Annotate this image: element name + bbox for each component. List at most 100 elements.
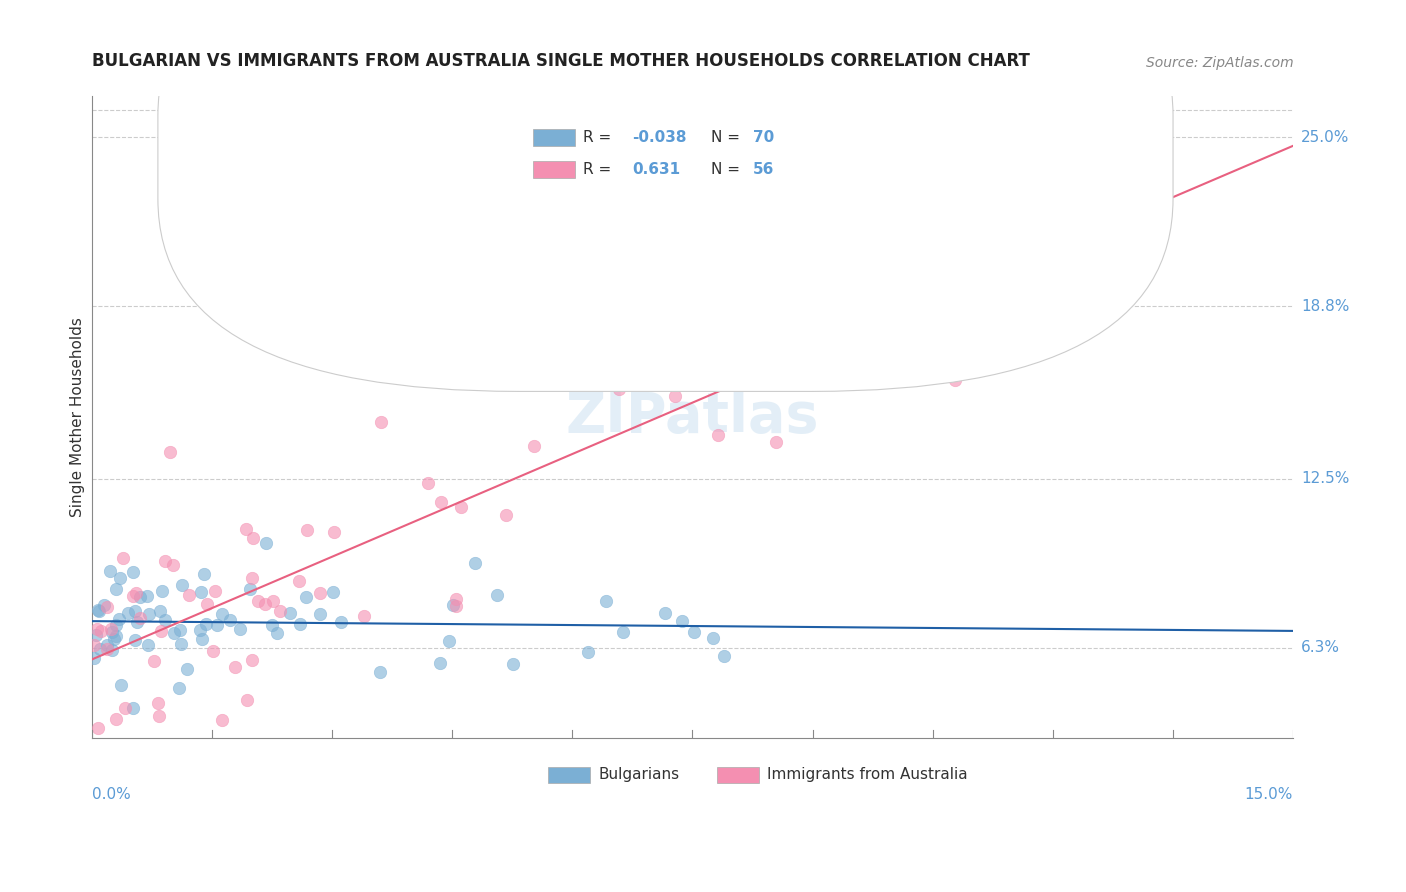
- Point: [150, 583, 173, 598]
- Point: [322, 585, 344, 599]
- Text: 18.8%: 18.8%: [1301, 299, 1350, 314]
- Point: [188, 623, 211, 637]
- Point: [162, 558, 184, 572]
- Point: [96, 638, 118, 652]
- Point: [105, 582, 128, 597]
- Point: [260, 617, 283, 632]
- Point: [93, 599, 115, 613]
- Point: [239, 582, 262, 597]
- Bar: [717, 767, 759, 783]
- Point: [485, 588, 508, 602]
- Point: [235, 522, 257, 536]
- Text: ZIPatlas: ZIPatlas: [565, 390, 820, 444]
- Point: [329, 615, 352, 629]
- Point: [697, 336, 720, 351]
- Point: [523, 439, 546, 453]
- Point: [153, 613, 176, 627]
- Point: [87, 721, 110, 735]
- Point: [103, 632, 125, 647]
- Point: [416, 476, 439, 491]
- Text: 12.5%: 12.5%: [1301, 471, 1350, 486]
- Point: [323, 525, 346, 540]
- Point: [219, 613, 242, 627]
- Point: [450, 500, 472, 514]
- Point: [278, 606, 301, 620]
- Point: [242, 571, 264, 585]
- Point: [100, 622, 122, 636]
- Point: [269, 604, 291, 618]
- Point: [945, 373, 967, 387]
- Text: R =: R =: [583, 129, 616, 145]
- Point: [117, 606, 139, 620]
- Point: [135, 589, 157, 603]
- Text: 25.0%: 25.0%: [1301, 129, 1350, 145]
- Point: [702, 631, 724, 645]
- Point: [149, 604, 172, 618]
- Text: N =: N =: [710, 161, 744, 177]
- Point: [664, 389, 686, 403]
- Point: [607, 382, 630, 396]
- Point: [104, 712, 127, 726]
- Text: R =: R =: [583, 161, 616, 177]
- Point: [170, 637, 193, 651]
- Text: 0.0%: 0.0%: [91, 788, 131, 802]
- Point: [169, 624, 191, 638]
- Point: [124, 632, 146, 647]
- Point: [86, 603, 108, 617]
- Point: [207, 618, 229, 632]
- Point: [87, 604, 110, 618]
- Point: [242, 531, 264, 545]
- Point: [718, 138, 741, 153]
- Point: [125, 586, 148, 600]
- Point: [295, 590, 318, 604]
- Text: Bulgarians: Bulgarians: [599, 767, 681, 782]
- Point: [96, 600, 118, 615]
- Point: [745, 346, 768, 360]
- Point: [149, 624, 172, 638]
- Point: [172, 578, 194, 592]
- Text: -0.038: -0.038: [633, 129, 688, 145]
- Text: 15.0%: 15.0%: [1244, 788, 1294, 802]
- Text: Source: ZipAtlas.com: Source: ZipAtlas.com: [1146, 56, 1294, 70]
- Bar: [533, 128, 575, 146]
- Bar: [533, 161, 575, 178]
- Point: [464, 556, 486, 570]
- Point: [211, 607, 233, 622]
- Point: [224, 660, 246, 674]
- Point: [430, 495, 453, 509]
- Point: [98, 564, 121, 578]
- Point: [128, 611, 150, 625]
- Point: [128, 590, 150, 604]
- Point: [190, 585, 212, 599]
- Point: [125, 615, 148, 630]
- Point: [142, 654, 165, 668]
- Point: [146, 696, 169, 710]
- Point: [193, 567, 215, 582]
- Point: [495, 508, 517, 523]
- Point: [138, 607, 160, 621]
- Point: [86, 622, 108, 636]
- Point: [443, 598, 465, 612]
- Point: [136, 638, 159, 652]
- Point: [437, 634, 460, 648]
- Point: [194, 617, 217, 632]
- Text: BULGARIAN VS IMMIGRANTS FROM AUSTRALIA SINGLE MOTHER HOUSEHOLDS CORRELATION CHAR: BULGARIAN VS IMMIGRANTS FROM AUSTRALIA S…: [91, 53, 1029, 70]
- Point: [107, 612, 129, 626]
- Point: [444, 591, 467, 606]
- Text: 6.3%: 6.3%: [1301, 640, 1340, 656]
- Point: [105, 629, 128, 643]
- Point: [240, 653, 263, 667]
- Point: [163, 626, 186, 640]
- Point: [713, 649, 735, 664]
- Text: Single Mother Households: Single Mother Households: [70, 318, 84, 517]
- Point: [671, 614, 693, 628]
- Point: [201, 644, 224, 658]
- Point: [308, 585, 330, 599]
- Point: [502, 657, 524, 672]
- Text: 0.631: 0.631: [633, 161, 681, 177]
- Point: [246, 594, 269, 608]
- Point: [114, 700, 136, 714]
- Point: [110, 678, 132, 692]
- Point: [288, 574, 311, 588]
- Point: [707, 427, 730, 442]
